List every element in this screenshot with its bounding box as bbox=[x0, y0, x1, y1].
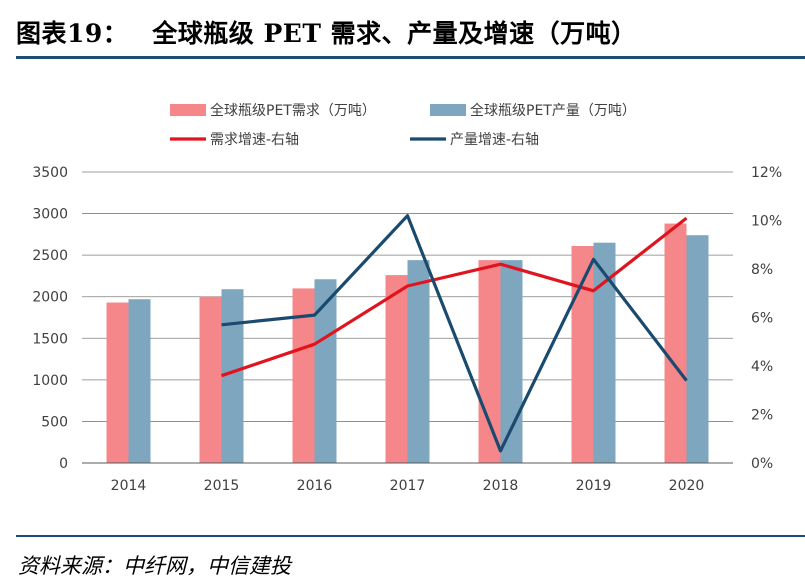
figure-title-text: 全球瓶级 PET 需求、产量及增速（万吨） bbox=[152, 19, 637, 48]
demand-bar bbox=[385, 275, 408, 463]
right-tick-label: 4% bbox=[751, 359, 773, 375]
x-tick-label: 2016 bbox=[297, 478, 333, 494]
legend-demand-bar-label: 全球瓶级PET需求（万吨） bbox=[210, 102, 376, 119]
left-tick-label: 1500 bbox=[32, 331, 68, 347]
left-tick-label: 3500 bbox=[32, 165, 68, 181]
right-tick-label: 8% bbox=[751, 262, 773, 278]
title-rule bbox=[16, 56, 805, 59]
axes: 0 500 1000 1500 2000 2500 3000 3500 0% 2% 4% 6% 8% 10… bbox=[32, 165, 782, 494]
x-tick-label: 2015 bbox=[204, 478, 240, 494]
figure-number: 图表19： bbox=[16, 19, 129, 48]
legend: 全球瓶级PET需求（万吨） 全球瓶级PET产量（万吨） 需求增速-右轴 产量增速-右轴 bbox=[170, 102, 636, 148]
production-growth-line bbox=[221, 214, 688, 453]
right-tick-label: 2% bbox=[751, 408, 773, 424]
source-rule bbox=[16, 535, 805, 537]
left-tick-label: 3000 bbox=[32, 207, 68, 223]
production-bar bbox=[314, 279, 337, 463]
legend-production-growth: 产量增速-右轴 bbox=[410, 132, 539, 148]
growth-lines bbox=[220, 214, 688, 453]
legend-demand-bar-swatch bbox=[170, 104, 206, 116]
x-tick-label: 2020 bbox=[669, 478, 705, 494]
legend-demand-bar: 全球瓶级PET需求（万吨） bbox=[170, 102, 376, 119]
production-bar bbox=[686, 235, 709, 463]
x-tick-label: 2014 bbox=[111, 478, 147, 494]
x-tick-label: 2019 bbox=[576, 478, 612, 494]
legend-production-bar-label: 全球瓶级PET产量（万吨） bbox=[470, 102, 636, 119]
demand-bar bbox=[664, 223, 687, 463]
legend-production-bar-swatch bbox=[430, 104, 466, 116]
left-tick-label: 500 bbox=[41, 414, 68, 430]
demand-bar bbox=[199, 296, 222, 463]
demand-bar bbox=[292, 288, 315, 463]
legend-demand-growth: 需求增速-右轴 bbox=[170, 132, 299, 148]
legend-demand-growth-label: 需求增速-右轴 bbox=[210, 132, 299, 148]
left-tick-label: 2000 bbox=[32, 290, 68, 306]
legend-production-growth-label: 产量增速-右轴 bbox=[450, 132, 539, 148]
production-bar bbox=[593, 242, 616, 463]
legend-production-bar: 全球瓶级PET产量（万吨） bbox=[430, 102, 636, 119]
bars bbox=[106, 223, 709, 463]
production-bar bbox=[407, 260, 430, 463]
right-tick-label: 10% bbox=[751, 214, 782, 230]
figure-title: 图表19： 全球瓶级 PET 需求、产量及增速（万吨） bbox=[16, 14, 637, 50]
x-tick-label: 2018 bbox=[483, 478, 519, 494]
demand-bar bbox=[571, 245, 594, 463]
right-tick-label: 12% bbox=[751, 165, 782, 181]
right-tick-label: 6% bbox=[751, 311, 773, 327]
right-tick-label: 0% bbox=[751, 456, 773, 472]
production-bar bbox=[500, 260, 523, 463]
left-tick-label: 2500 bbox=[32, 248, 68, 264]
left-tick-label: 0 bbox=[59, 456, 68, 472]
left-tick-label: 1000 bbox=[32, 373, 68, 389]
demand-bar bbox=[106, 302, 129, 463]
x-tick-label: 2017 bbox=[390, 478, 426, 494]
demand-bar bbox=[478, 260, 501, 463]
production-bar bbox=[128, 299, 151, 463]
production-bar bbox=[221, 289, 244, 463]
source-note: 资料来源：中纤网，中信建投 bbox=[18, 554, 291, 578]
chart: 0 500 1000 1500 2000 2500 3000 3500 0% 2% 4% 6% 8% 10… bbox=[32, 102, 782, 494]
